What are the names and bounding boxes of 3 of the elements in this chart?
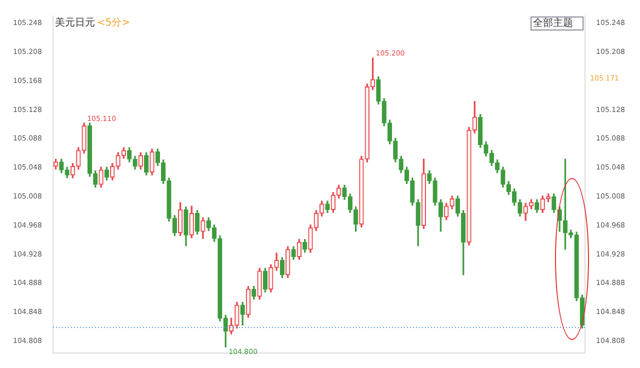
chart-subtitle: <5分>	[96, 16, 130, 29]
annotation: 全部主题	[533, 17, 574, 30]
chart-title: 美元日元	[54, 16, 95, 29]
